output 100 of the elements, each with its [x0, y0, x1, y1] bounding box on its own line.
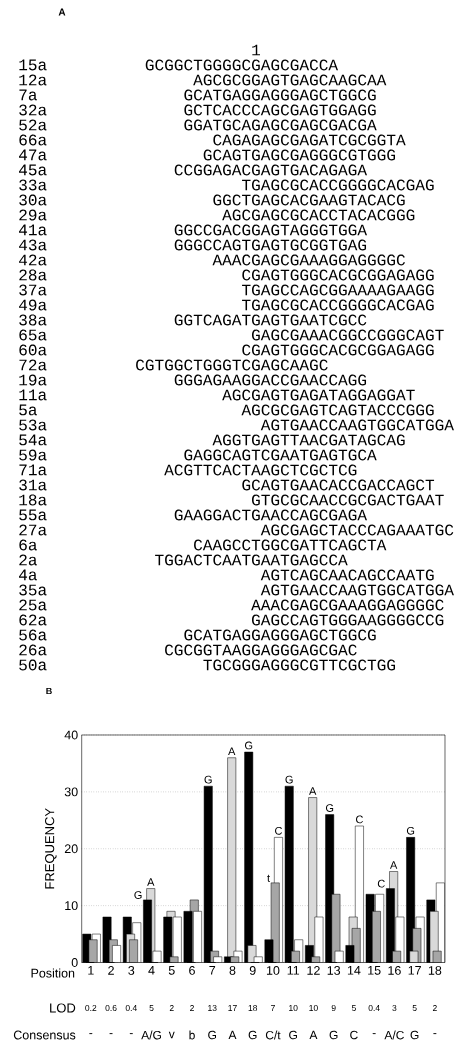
text: C	[350, 1030, 358, 1040]
text: GGCTGAGCACGAAGTACACG	[213, 194, 405, 206]
text: CCGGAGACGAGTGACAGAGA	[174, 164, 368, 176]
text: 0.6	[105, 1004, 117, 1011]
text: LOD	[50, 1003, 76, 1013]
text: AGCGCGAGTCAGTACCCGGG	[241, 404, 434, 416]
text: AGCGAGTGAGATAGGAGGAT	[222, 389, 415, 401]
text: AAACGAGCGAAAGGAGGGGC	[251, 599, 444, 611]
text: 5	[351, 1005, 356, 1011]
text: 7a	[19, 89, 37, 101]
text: 10	[309, 1004, 318, 1011]
y-axis-title: FREQUENCY	[45, 808, 57, 889]
x-tick-label: 1	[88, 966, 94, 975]
annotation: G	[204, 775, 212, 784]
text: v	[168, 1031, 175, 1039]
text: CAAGCCTGGCGATTCAGCTA	[194, 539, 387, 551]
text: 5a	[19, 404, 37, 416]
text: 1	[252, 44, 261, 56]
annotation: C	[377, 879, 385, 888]
text: CGCGGTAAGGAGGGAGCGAC	[165, 644, 357, 656]
text: 29a	[19, 209, 47, 221]
text: 25a	[19, 599, 47, 611]
x-tick-label: 2	[108, 966, 114, 975]
y-tick-label: 20	[64, 844, 78, 854]
x-tick-label: 3	[128, 966, 135, 975]
text: 4a	[19, 569, 37, 581]
text: AGTGAACCAAGTGGCATGGA	[260, 419, 454, 431]
chart-title: B	[46, 687, 52, 695]
text: A	[58, 8, 66, 16]
text: 41a	[19, 224, 47, 236]
text: CGTGGCTGGGTCGAGCAAGC	[136, 359, 328, 371]
text: 12a	[19, 74, 47, 86]
text: 55a	[19, 509, 47, 521]
text: G	[248, 1030, 257, 1040]
text: 32a	[19, 104, 47, 116]
x-tick-label: 16	[388, 966, 401, 975]
text: A/C	[384, 1030, 404, 1040]
text: GAGGCAGTCGAATGAGTGCA	[184, 449, 377, 461]
text: G	[289, 1030, 297, 1040]
x-tick-label: 10	[266, 966, 280, 975]
text: GGGCCAGTGAGTGCGGTGAG	[174, 239, 367, 251]
text: 13	[208, 1004, 217, 1011]
text: 11a	[19, 389, 47, 401]
text: 71a	[19, 464, 47, 476]
text: 60a	[19, 344, 47, 356]
text: TGAGCGCACCGGGGCACGAG	[242, 179, 434, 191]
text: AGTCAGCAACAGCCAATG	[260, 569, 434, 581]
x-tick-label: 7	[209, 966, 216, 975]
annotation: C	[275, 826, 283, 835]
text: 31a	[19, 479, 47, 491]
text: GAGCGAAACGGCCGGGCAGT	[252, 329, 444, 341]
y-tick-label: 10	[65, 901, 78, 911]
text: -	[372, 1033, 376, 1035]
text: 19a	[19, 374, 47, 386]
text: 3	[392, 1004, 397, 1011]
text: 2	[432, 1005, 437, 1011]
text: 7	[271, 1005, 275, 1011]
text: AGTGAACCAAGTGGCATGGA	[260, 584, 454, 596]
text: 26a	[19, 644, 47, 656]
text: AGGTGAGTTAACGATAGCAG	[212, 434, 405, 446]
text: 5	[149, 1005, 154, 1011]
text: G	[410, 1030, 419, 1040]
text: 2	[190, 1005, 194, 1011]
text: -	[109, 1033, 113, 1035]
text: GCATGAGGAGGGAGCTGGCG	[184, 629, 376, 641]
text: GCATGAGGAGGGAGCTGGCG	[184, 89, 376, 101]
text: 27a	[19, 524, 47, 536]
annotation: G	[244, 741, 253, 750]
text: 17	[228, 1005, 237, 1011]
text: 66a	[19, 134, 47, 146]
y-tick-label: 40	[64, 730, 78, 740]
text: 2a	[19, 554, 37, 566]
text: A	[309, 1030, 318, 1040]
text: C/t	[265, 1030, 281, 1040]
annotation: G	[134, 891, 142, 899]
text: 0.2	[85, 1004, 97, 1011]
text: 30a	[19, 194, 47, 206]
text: 2	[169, 1005, 174, 1011]
text: TGGACTCAATGAATGAGCCA	[155, 554, 348, 566]
text: G	[329, 1030, 338, 1040]
annotation: G	[406, 826, 415, 835]
text: 38a	[19, 314, 47, 326]
text: GCAGTGAGCGAGGGCGTGGG	[203, 149, 396, 161]
text: CGAGTGGGCACGCGGAGAGG	[242, 269, 434, 281]
text: 54a	[19, 434, 47, 446]
x-tick-label: 5	[168, 966, 175, 975]
text: G	[208, 1030, 217, 1040]
x-tick-label: 17	[408, 966, 421, 975]
text: 33a	[19, 179, 47, 191]
x-axis-title: Position	[31, 968, 75, 978]
annotation: A	[389, 861, 398, 869]
text: 53a	[19, 419, 47, 431]
text: 0.4	[368, 1004, 380, 1011]
text: AGCGCGGAGTGAGCAAGCAA	[193, 74, 387, 86]
text: GCGGCTGGGGCGAGCGACCA	[145, 59, 339, 71]
text: 5	[412, 1005, 417, 1011]
x-tick-label: 12	[307, 966, 320, 975]
annotation: C	[356, 815, 363, 824]
text: 59a	[19, 449, 47, 461]
text: A	[228, 1030, 237, 1040]
